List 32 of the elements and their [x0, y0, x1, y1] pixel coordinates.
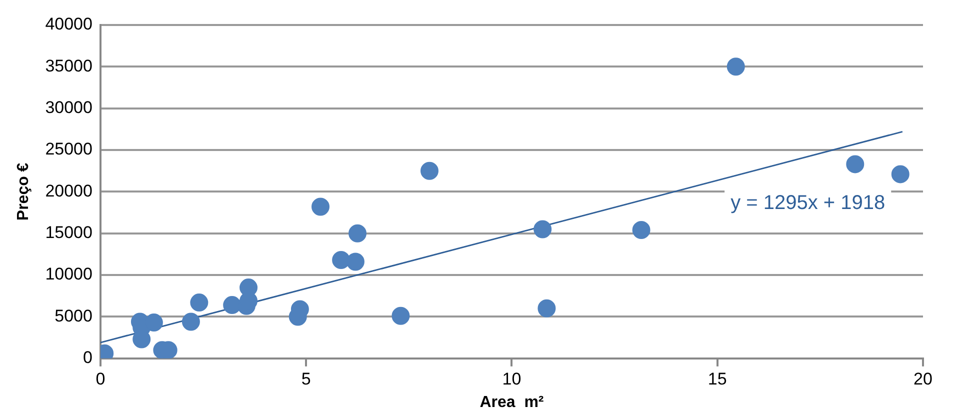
- point: [312, 198, 330, 216]
- y-tick-label: 15000: [45, 223, 92, 242]
- y-tick-label: 0: [83, 348, 92, 368]
- point: [632, 221, 650, 240]
- x-tick-label: 20: [914, 369, 932, 388]
- point: [726, 58, 745, 76]
- point: [538, 299, 556, 318]
- y-tick-label: 25000: [45, 140, 92, 159]
- y-tick-label: 20000: [45, 181, 92, 200]
- point: [332, 251, 350, 270]
- point: [392, 306, 410, 325]
- x-tick-label: 15: [708, 369, 727, 388]
- point: [223, 296, 242, 314]
- annotation: y = 1295x + 1918: [730, 192, 886, 214]
- point: [348, 224, 367, 242]
- point: [534, 220, 552, 238]
- y-axis-title: Preço €: [15, 162, 32, 221]
- point: [891, 165, 910, 184]
- point: [420, 162, 438, 180]
- x-tick-label: 10: [502, 369, 522, 388]
- y-tick-label: 10000: [45, 264, 92, 284]
- x-tick-label: 0: [96, 369, 106, 388]
- y-tick-label: 40000: [45, 14, 92, 34]
- y-tick-label: 5000: [54, 306, 92, 326]
- y-tick-label: 30000: [45, 98, 92, 118]
- point: [182, 312, 200, 331]
- y-tick-label: 35000: [45, 56, 92, 76]
- point: [846, 155, 864, 174]
- point: [190, 294, 208, 312]
- x-axis-title: Area m²: [480, 394, 544, 411]
- x-tick-label: 5: [301, 369, 311, 388]
- point: [346, 252, 364, 271]
